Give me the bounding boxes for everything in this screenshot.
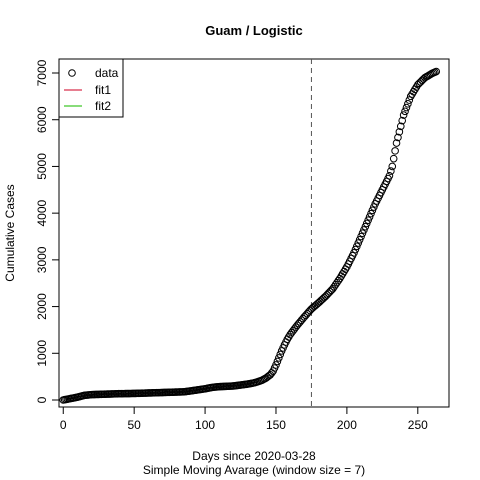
y-tick-label: 7000 bbox=[35, 59, 49, 86]
x-tick-label: 150 bbox=[266, 418, 286, 432]
data-point bbox=[272, 361, 280, 369]
data-point bbox=[392, 139, 401, 147]
y-tick-label: 1000 bbox=[35, 340, 49, 367]
data-point bbox=[405, 96, 414, 104]
data-point bbox=[404, 100, 412, 108]
y-tick-label: 3000 bbox=[35, 246, 49, 273]
legend-data-symbol bbox=[68, 69, 76, 77]
data-point bbox=[388, 162, 397, 171]
x-axis: 0 50 100 150 200 250 bbox=[60, 406, 428, 432]
data-point bbox=[273, 357, 282, 366]
y-tick-label: 2000 bbox=[35, 293, 49, 320]
legend-label-data: data bbox=[95, 66, 119, 80]
legend-label-fit2: fit2 bbox=[95, 99, 111, 113]
y-tick-label: 6000 bbox=[35, 106, 49, 133]
data-point bbox=[401, 107, 409, 116]
data-point bbox=[276, 350, 285, 359]
x-tick-label: 200 bbox=[337, 418, 357, 432]
x-tick-label: 100 bbox=[195, 418, 215, 432]
chart-title: Guam / Logistic bbox=[205, 23, 303, 38]
data-point bbox=[275, 354, 283, 362]
data-point bbox=[395, 128, 404, 136]
data-point bbox=[391, 147, 399, 155]
x-axis-label: Days since 2020-03-28 bbox=[192, 449, 316, 463]
data-point bbox=[402, 103, 411, 112]
x-tick-label: 250 bbox=[408, 418, 428, 432]
y-tick-label: 4000 bbox=[35, 199, 49, 226]
y-axis: 0 1000 2000 3000 4000 5000 6000 7000 bbox=[35, 59, 60, 403]
data-point bbox=[385, 171, 394, 180]
y-axis-label: Cumulative Cases bbox=[3, 184, 17, 281]
x-axis-sublabel: Simple Moving Avarage (window size = 7) bbox=[143, 463, 365, 477]
data-points bbox=[59, 67, 441, 404]
y-tick-label: 5000 bbox=[35, 153, 49, 180]
data-point bbox=[396, 122, 405, 131]
legend-box bbox=[58, 58, 124, 118]
y-tick-label: 0 bbox=[35, 396, 49, 403]
data-point bbox=[389, 154, 398, 163]
data-point bbox=[399, 111, 408, 119]
data-point bbox=[398, 116, 407, 125]
legend: data fit1 fit2 bbox=[58, 58, 124, 118]
x-tick-label: 50 bbox=[127, 418, 141, 432]
legend-label-fit1: fit1 bbox=[95, 83, 111, 97]
data-point bbox=[394, 133, 402, 142]
data-point bbox=[387, 167, 395, 175]
x-tick-label: 0 bbox=[60, 418, 67, 432]
data-point bbox=[432, 67, 441, 76]
